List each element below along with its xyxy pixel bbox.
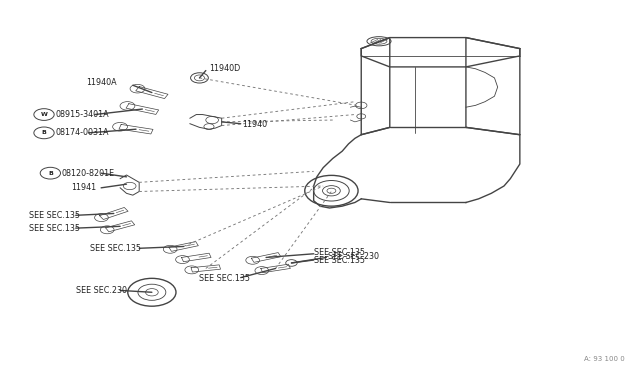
Text: 08915-3401A: 08915-3401A	[56, 110, 109, 119]
Text: 11940A: 11940A	[86, 78, 117, 87]
Text: B: B	[42, 130, 47, 135]
Text: 11940: 11940	[243, 120, 268, 129]
Text: SEE SEC.135: SEE SEC.135	[200, 274, 250, 283]
Text: 11940D: 11940D	[209, 64, 240, 73]
Text: SEE SEC.135: SEE SEC.135	[90, 244, 141, 253]
Text: A: 93 100 0: A: 93 100 0	[584, 356, 625, 362]
Text: SEE SEC.135: SEE SEC.135	[314, 256, 365, 264]
Text: SEE SEC.135: SEE SEC.135	[29, 211, 81, 220]
Text: SEE SEC.230: SEE SEC.230	[76, 286, 127, 295]
Text: 11941: 11941	[71, 183, 97, 192]
Text: 08120-8201E: 08120-8201E	[62, 169, 115, 178]
Text: SEE SEC.230: SEE SEC.230	[328, 252, 380, 261]
Text: B: B	[48, 171, 52, 176]
Text: W: W	[40, 112, 47, 117]
Text: 08174-0031A: 08174-0031A	[56, 128, 109, 137]
Text: SEE SEC.135: SEE SEC.135	[29, 224, 81, 232]
Text: SEE SEC.135: SEE SEC.135	[314, 248, 365, 257]
